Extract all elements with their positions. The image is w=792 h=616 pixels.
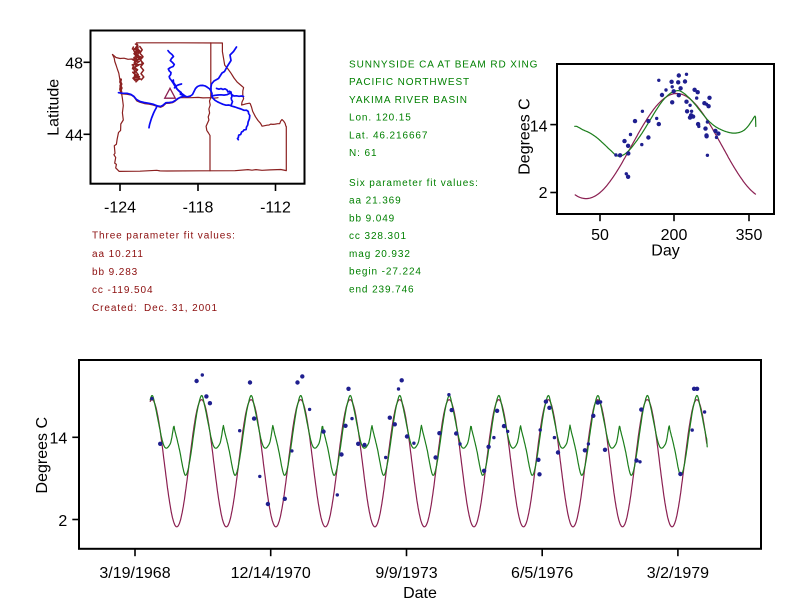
svg-text:end 239.746: end 239.746: [349, 284, 415, 295]
svg-text:-112: -112: [260, 200, 291, 217]
svg-text:6/5/1976: 6/5/1976: [511, 565, 573, 582]
svg-text:Lon. 120.15: Lon. 120.15: [349, 113, 412, 124]
svg-text:bb 9.049: bb 9.049: [349, 213, 395, 224]
svg-text:9/9/1973: 9/9/1973: [375, 565, 437, 582]
svg-text:48: 48: [65, 56, 83, 73]
svg-text:Six parameter fit values:: Six parameter fit values:: [349, 178, 479, 189]
svg-text:-124: -124: [104, 200, 136, 217]
svg-text:3/2/1979: 3/2/1979: [647, 565, 709, 582]
svg-text:Latitude: Latitude: [46, 79, 63, 136]
svg-text:Dec. 31, 2001: Dec. 31, 2001: [144, 303, 218, 314]
svg-text:Degrees C: Degrees C: [517, 98, 534, 174]
svg-text:350: 350: [736, 227, 763, 244]
svg-text:Degrees C: Degrees C: [34, 417, 51, 493]
svg-text:2: 2: [58, 513, 67, 530]
svg-text:Day: Day: [651, 243, 679, 260]
svg-text:Created:: Created:: [92, 303, 138, 314]
svg-text:200: 200: [661, 227, 688, 244]
svg-text:12/14/1970: 12/14/1970: [231, 565, 311, 582]
svg-text:aa 21.369: aa 21.369: [349, 196, 402, 207]
svg-text:PACIFIC NORTHWEST: PACIFIC NORTHWEST: [349, 77, 470, 88]
svg-text:bb 9.283: bb 9.283: [92, 267, 138, 278]
svg-text:44: 44: [65, 128, 83, 145]
svg-text:50: 50: [591, 227, 609, 244]
svg-text:aa 10.211: aa 10.211: [92, 249, 144, 260]
svg-text:Three parameter fit values:: Three parameter fit values:: [92, 231, 236, 242]
svg-text:mag 20.932: mag 20.932: [349, 249, 411, 260]
svg-text:14: 14: [50, 431, 68, 448]
svg-text:Date: Date: [403, 585, 437, 602]
svg-text:2: 2: [539, 185, 548, 202]
svg-text:Lat. 46.216667: Lat. 46.216667: [349, 130, 428, 141]
svg-text:3/19/1968: 3/19/1968: [99, 565, 170, 582]
svg-text:-118: -118: [183, 200, 214, 217]
svg-text:YAKIMA RIVER BASIN: YAKIMA RIVER BASIN: [349, 95, 468, 106]
svg-text:cc 328.301: cc 328.301: [349, 231, 407, 242]
svg-text:begin -27.224: begin -27.224: [349, 267, 422, 278]
svg-text:SUNNYSIDE CA AT BEAM RD XING: SUNNYSIDE CA AT BEAM RD XING: [349, 59, 538, 70]
svg-text:cc -119.504: cc -119.504: [92, 285, 153, 296]
svg-text:N: 61: N: 61: [349, 148, 377, 159]
svg-text:14: 14: [530, 119, 548, 136]
